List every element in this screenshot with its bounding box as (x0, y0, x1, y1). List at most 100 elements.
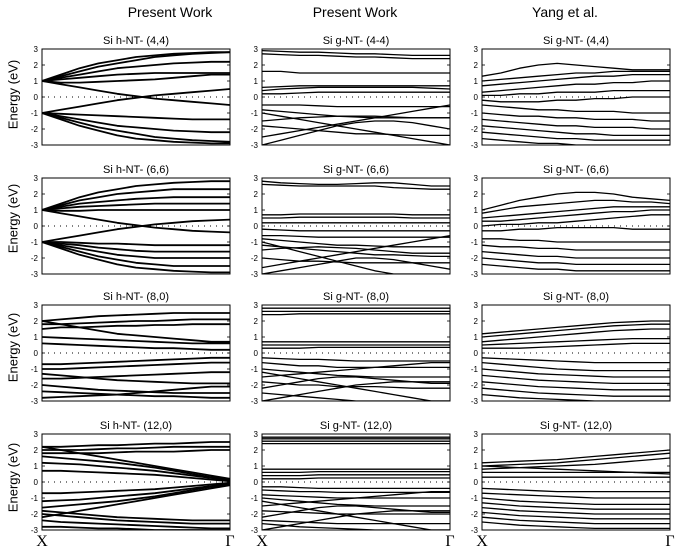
y-tick-label: 1 (254, 333, 259, 342)
y-tick-label: -2 (31, 381, 39, 390)
band-line (262, 234, 450, 269)
panel-title: Si h-NT- (8,0) (103, 291, 169, 303)
y-tick-label: 1 (254, 77, 259, 86)
band-line (482, 516, 670, 525)
band-line (482, 521, 670, 530)
band-line (482, 393, 670, 401)
y-tick-label: 0 (34, 93, 39, 102)
y-tick-label: -3 (471, 270, 479, 279)
band-line (262, 474, 450, 477)
y-tick-label: -3 (251, 141, 259, 150)
y-tick-label: -1 (471, 494, 479, 503)
y-tick-label: -1 (31, 109, 39, 118)
band-line (262, 183, 450, 190)
y-tick-label: 3 (254, 174, 259, 183)
band-line (42, 385, 230, 399)
y-tick-label: -2 (251, 125, 259, 134)
band-line (482, 238, 670, 243)
band-line (482, 80, 670, 93)
x-tick-label-X: X (36, 533, 48, 550)
y-tick-label: 0 (34, 349, 39, 358)
band-line (42, 519, 230, 530)
band-line (262, 228, 450, 232)
y-tick-label: -1 (471, 109, 479, 118)
band-line (262, 361, 450, 369)
y-tick-label: -3 (471, 526, 479, 535)
band-line (482, 137, 670, 145)
band-line (262, 357, 450, 362)
band-line (42, 455, 230, 481)
y-tick-label: 1 (254, 206, 259, 215)
band-line (482, 342, 670, 349)
band-line (42, 481, 230, 495)
band-line (42, 241, 230, 274)
y-tick-label: -1 (471, 365, 479, 374)
band-line (42, 483, 230, 509)
y-tick-label: 0 (474, 349, 479, 358)
y-tick-label: -1 (31, 365, 39, 374)
y-tick-label: 2 (474, 446, 479, 455)
band-line (42, 188, 230, 211)
band-line (482, 62, 670, 77)
band-line (262, 49, 450, 57)
band-line (42, 112, 230, 145)
band-line (262, 238, 450, 248)
band-line (482, 118, 670, 130)
y-tick-label: -3 (31, 270, 39, 279)
band-line (42, 202, 230, 211)
band-line (42, 445, 230, 451)
band-line (42, 209, 230, 212)
band-line (262, 246, 450, 254)
band-line (482, 209, 670, 222)
band-line (482, 131, 670, 141)
band-line (262, 490, 450, 507)
band-line (262, 120, 450, 145)
band-line (42, 372, 230, 385)
band-line (482, 89, 670, 97)
y-tick-label: 3 (34, 301, 39, 310)
y-tick-label: 1 (34, 206, 39, 215)
y-tick-label: 3 (474, 430, 479, 439)
band-line (262, 234, 450, 238)
band-line (482, 206, 670, 219)
y-tick-label: 3 (34, 174, 39, 183)
y-tick-label: 2 (474, 317, 479, 326)
y-tick-label: -2 (471, 125, 479, 134)
band-line (482, 323, 670, 338)
band-line (482, 112, 670, 122)
band-line (42, 482, 230, 503)
band-line (42, 323, 230, 330)
y-tick-label: 2 (254, 317, 259, 326)
band-line (42, 525, 230, 530)
band-line (482, 337, 670, 346)
band-line (42, 484, 230, 519)
band-line (482, 226, 670, 232)
band-line (482, 506, 670, 515)
band-line (482, 320, 670, 335)
band-line (262, 361, 450, 378)
y-tick-label: 0 (254, 478, 259, 487)
y-tick-label: -2 (31, 510, 39, 519)
band-line (262, 85, 450, 89)
y-tick-label: -1 (251, 109, 259, 118)
y-tick-label: 3 (254, 430, 259, 439)
band-line (482, 257, 670, 266)
band-line (42, 72, 230, 82)
band-line (482, 452, 670, 467)
y-tick-label: -3 (471, 141, 479, 150)
panel-title: Si g-NT- (6,6) (323, 164, 389, 176)
y-tick-label: 3 (474, 174, 479, 183)
band-line (482, 511, 670, 520)
column-title-3: Yang et al. (532, 4, 598, 20)
band-line (262, 257, 450, 264)
y-tick-label: -2 (471, 510, 479, 519)
band-line (262, 381, 450, 389)
band-line (482, 73, 670, 87)
y-tick-label: 1 (254, 462, 259, 471)
band-line (482, 492, 670, 499)
band-line (42, 112, 230, 134)
panel-title: Si g-NT- (4-4) (323, 35, 390, 47)
y-tick-label: 0 (254, 349, 259, 358)
band-line (42, 51, 230, 82)
y-tick-label: -3 (31, 141, 39, 150)
